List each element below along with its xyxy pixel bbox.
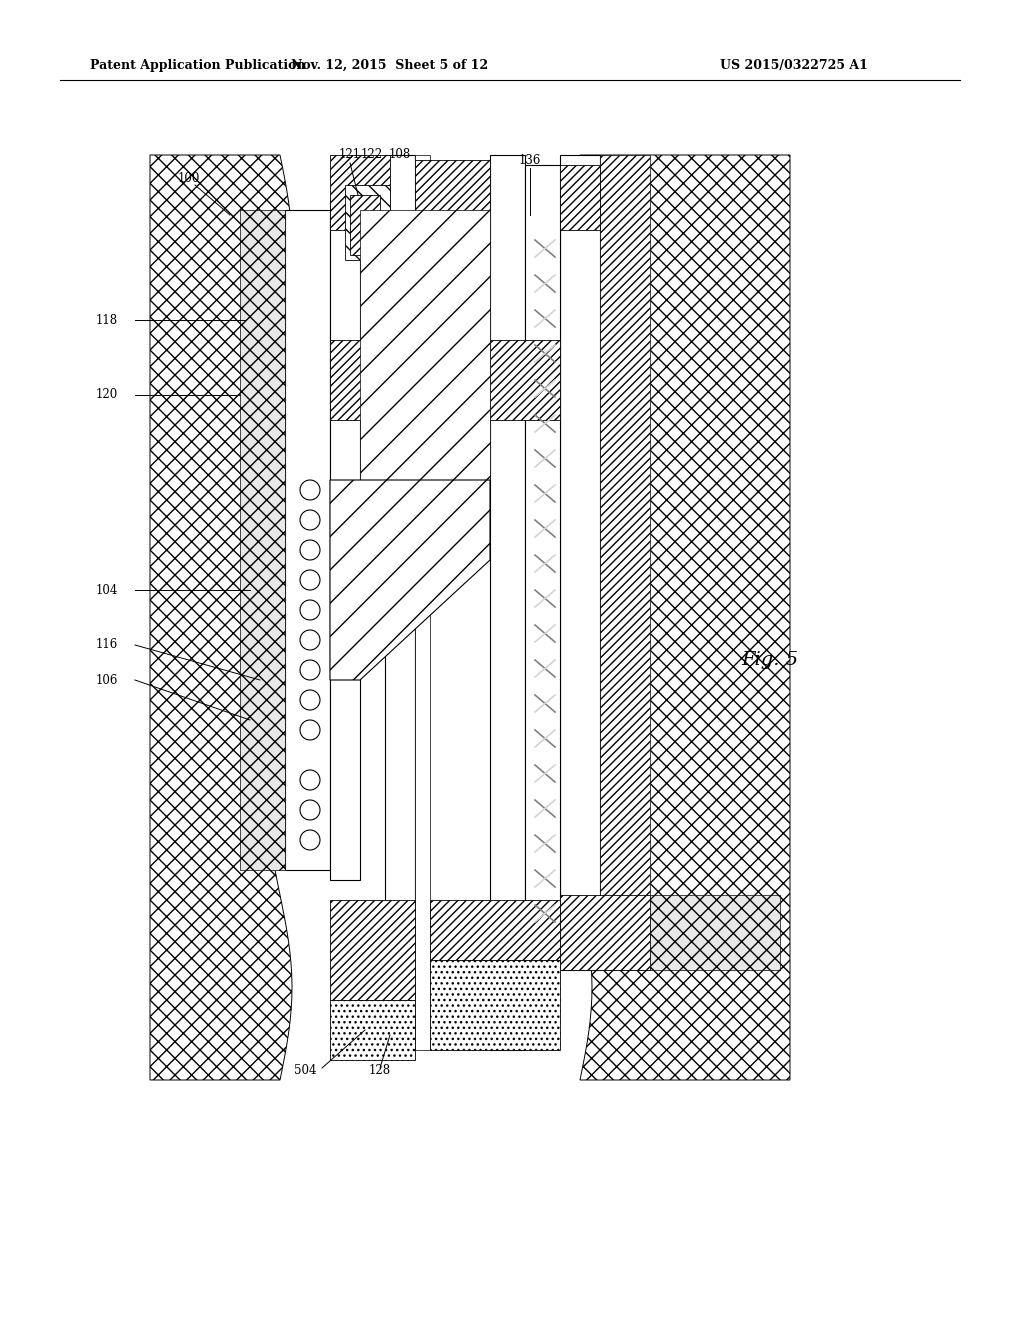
- Bar: [430, 900, 560, 960]
- Text: 120: 120: [96, 388, 118, 401]
- Text: 128: 128: [369, 1064, 391, 1077]
- Circle shape: [300, 660, 319, 680]
- Text: Patent Application Publication: Patent Application Publication: [90, 58, 305, 71]
- Bar: [330, 201, 360, 880]
- Text: 116: 116: [96, 639, 118, 652]
- Bar: [240, 210, 285, 870]
- Bar: [490, 341, 560, 420]
- Text: US 2015/0322725 A1: US 2015/0322725 A1: [720, 58, 868, 71]
- Text: 136: 136: [519, 153, 542, 166]
- Circle shape: [300, 800, 319, 820]
- Polygon shape: [150, 154, 292, 1080]
- Bar: [490, 154, 525, 1049]
- Text: 118: 118: [96, 314, 118, 326]
- Bar: [345, 185, 390, 260]
- Text: Nov. 12, 2015  Sheet 5 of 12: Nov. 12, 2015 Sheet 5 of 12: [292, 58, 488, 71]
- Circle shape: [300, 770, 319, 789]
- Bar: [560, 895, 650, 970]
- Circle shape: [300, 690, 319, 710]
- Circle shape: [300, 570, 319, 590]
- Bar: [430, 960, 560, 1049]
- Circle shape: [300, 830, 319, 850]
- Circle shape: [300, 719, 319, 741]
- Circle shape: [300, 630, 319, 649]
- Text: 121: 121: [339, 149, 361, 161]
- Circle shape: [300, 540, 319, 560]
- Bar: [330, 900, 415, 1001]
- Text: 104: 104: [95, 583, 118, 597]
- Text: 108: 108: [389, 149, 411, 161]
- Text: 122: 122: [360, 149, 383, 161]
- Text: 504: 504: [294, 1064, 316, 1077]
- Bar: [600, 154, 650, 970]
- Bar: [330, 341, 390, 420]
- Bar: [330, 154, 390, 230]
- Bar: [650, 895, 780, 970]
- Bar: [285, 210, 330, 870]
- Polygon shape: [330, 480, 490, 680]
- Bar: [350, 195, 380, 255]
- Bar: [560, 165, 600, 230]
- Text: 100: 100: [178, 172, 201, 185]
- Text: Fig. 5: Fig. 5: [741, 651, 799, 669]
- Circle shape: [300, 480, 319, 500]
- Bar: [415, 154, 430, 1049]
- Bar: [525, 165, 560, 960]
- Bar: [560, 154, 600, 970]
- Circle shape: [300, 510, 319, 531]
- Bar: [385, 154, 415, 1049]
- Bar: [330, 1001, 415, 1060]
- Bar: [360, 210, 490, 480]
- Text: 106: 106: [95, 673, 118, 686]
- Polygon shape: [568, 154, 790, 1080]
- Circle shape: [300, 601, 319, 620]
- Bar: [415, 160, 490, 220]
